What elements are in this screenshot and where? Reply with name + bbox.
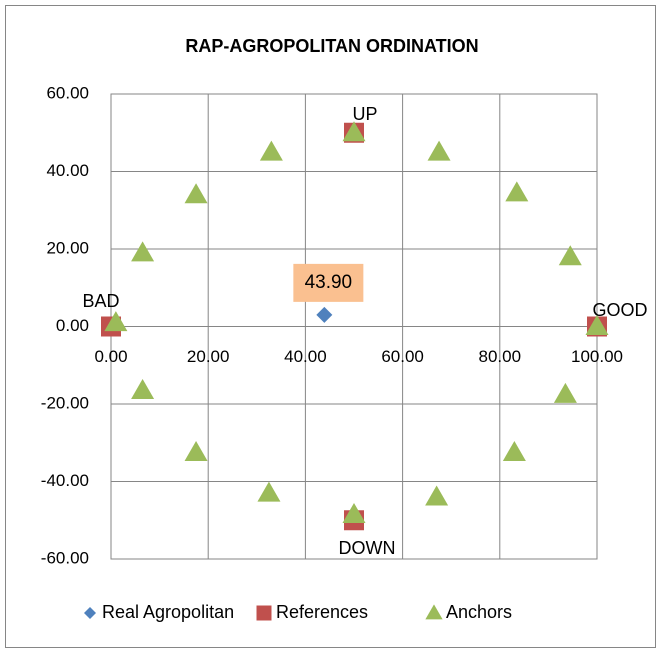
annotation: UP (352, 104, 377, 124)
x-tick-label: 20.00 (187, 347, 230, 366)
point (184, 183, 208, 204)
y-tick-label: 40.00 (46, 161, 89, 180)
y-tick-label: 20.00 (46, 238, 89, 257)
x-tick-label: 100.00 (571, 347, 623, 366)
point (505, 181, 529, 202)
x-tick-label: 0.00 (94, 347, 127, 366)
point (104, 311, 128, 332)
y-tick-label: -60.00 (41, 548, 89, 567)
point (585, 315, 609, 335)
data-label: 43.90 (305, 272, 353, 293)
legend-marker (84, 607, 96, 619)
point (316, 306, 333, 323)
x-tick-label: 40.00 (284, 347, 327, 366)
data-label-box (293, 263, 364, 302)
legend-label: Real Agropolitan (102, 602, 234, 622)
point (184, 440, 208, 461)
annotation: DOWN (339, 538, 396, 558)
legend-marker (256, 605, 272, 621)
point (558, 245, 582, 266)
legend-label: Anchors (446, 602, 512, 622)
y-tick-label: 60.00 (46, 83, 89, 102)
point (131, 241, 155, 262)
point (342, 121, 366, 142)
annotation: BAD (82, 291, 119, 311)
legend-label: References (276, 602, 368, 622)
point (257, 481, 281, 502)
y-tick-label: -20.00 (41, 393, 89, 412)
legend-marker (425, 604, 443, 620)
annotation: GOOD (592, 300, 647, 320)
point (427, 140, 451, 161)
y-tick-label: 0.00 (56, 316, 89, 335)
point (131, 378, 155, 399)
chart-title: RAP-AGROPOLITAN ORDINATION (185, 36, 478, 56)
point (425, 485, 449, 506)
x-tick-label: 60.00 (381, 347, 424, 366)
x-tick-label: 80.00 (479, 347, 522, 366)
y-tick-label: -40.00 (41, 471, 89, 490)
point (502, 440, 526, 461)
point (342, 502, 366, 523)
point (259, 140, 283, 161)
point (553, 382, 577, 403)
